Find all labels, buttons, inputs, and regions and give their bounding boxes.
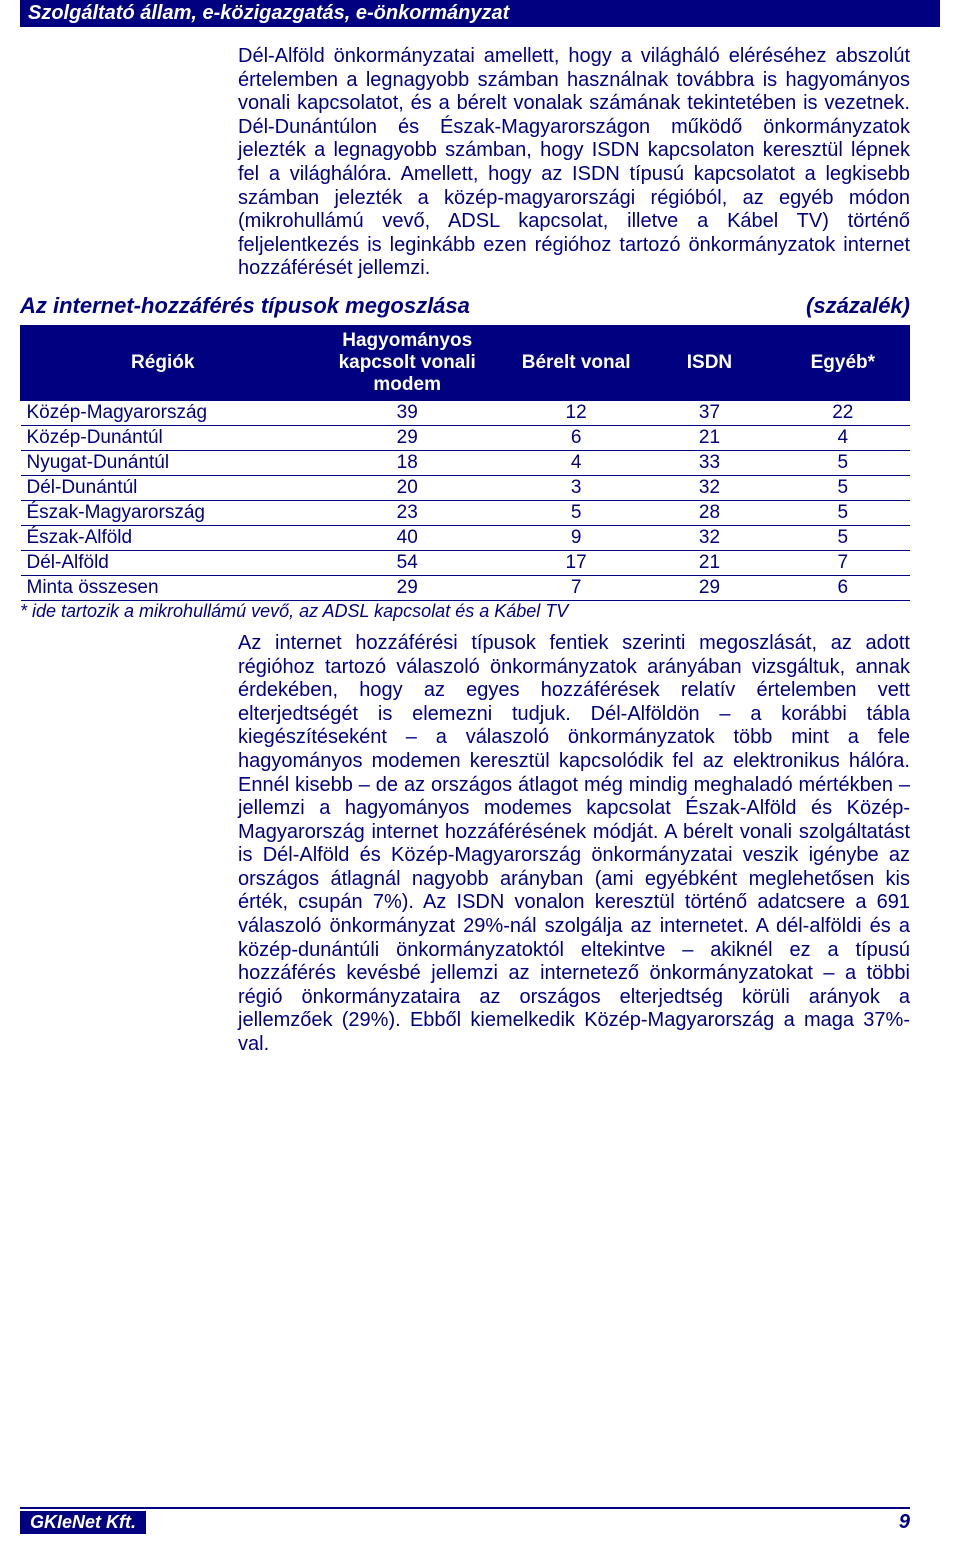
table-row: Nyugat-Dunántúl 18 4 33 5 <box>21 450 910 475</box>
cell-val: 5 <box>776 450 909 475</box>
cell-val: 9 <box>509 525 642 550</box>
table-row: Minta összesen 29 7 29 6 <box>21 575 910 600</box>
cell-region: Észak-Alföld <box>21 525 305 550</box>
cell-val: 5 <box>776 525 909 550</box>
cell-region: Minta összesen <box>21 575 305 600</box>
cell-val: 32 <box>643 525 776 550</box>
table-row: Közép-Dunántúl 29 6 21 4 <box>21 425 910 450</box>
cell-val: 29 <box>305 575 509 600</box>
col-regiok: Régiók <box>21 325 305 400</box>
table-row: Észak-Magyarország 23 5 28 5 <box>21 500 910 525</box>
cell-region: Nyugat-Dunántúl <box>21 450 305 475</box>
cell-region: Észak-Magyarország <box>21 500 305 525</box>
cell-val: 37 <box>643 400 776 425</box>
table-row: Dél-Alföld 54 17 21 7 <box>21 550 910 575</box>
cell-val: 4 <box>509 450 642 475</box>
cell-val: 5 <box>509 500 642 525</box>
page-number: 9 <box>899 1511 910 1534</box>
cell-region: Közép-Magyarország <box>21 400 305 425</box>
col-egyeb: Egyéb* <box>776 325 909 400</box>
intro-paragraph: Dél-Alföld önkormányzatai amellett, hogy… <box>238 45 910 281</box>
region-table: Régiók Hagyományos kapcsolt vonali modem… <box>20 325 910 601</box>
section-title-text: Az internet-hozzáférés típusok megoszlás… <box>20 293 470 319</box>
cell-val: 6 <box>509 425 642 450</box>
cell-val: 18 <box>305 450 509 475</box>
table-footnote: * ide tartozik a mikrohullámú vevő, az A… <box>20 601 960 622</box>
cell-val: 22 <box>776 400 909 425</box>
table-row: Dél-Dunántúl 20 3 32 5 <box>21 475 910 500</box>
cell-val: 28 <box>643 500 776 525</box>
section-heading-row: Az internet-hozzáférés típusok megoszlás… <box>20 293 910 319</box>
cell-val: 32 <box>643 475 776 500</box>
footer-rule <box>20 1507 910 1509</box>
cell-val: 39 <box>305 400 509 425</box>
cell-region: Dél-Dunántúl <box>21 475 305 500</box>
cell-val: 4 <box>776 425 909 450</box>
table-row: Észak-Alföld 40 9 32 5 <box>21 525 910 550</box>
page-header-bar: Szolgáltató állam, e-közigazgatás, e-önk… <box>20 0 940 27</box>
cell-val: 21 <box>643 425 776 450</box>
cell-val: 17 <box>509 550 642 575</box>
cell-val: 54 <box>305 550 509 575</box>
cell-val: 29 <box>305 425 509 450</box>
cell-val: 7 <box>509 575 642 600</box>
cell-val: 29 <box>643 575 776 600</box>
cell-val: 5 <box>776 475 909 500</box>
table-header-row: Régiók Hagyományos kapcsolt vonali modem… <box>21 325 910 400</box>
col-modem: Hagyományos kapcsolt vonali modem <box>305 325 509 400</box>
cell-region: Közép-Dunántúl <box>21 425 305 450</box>
cell-val: 6 <box>776 575 909 600</box>
cell-val: 12 <box>509 400 642 425</box>
col-berelt: Bérelt vonal <box>509 325 642 400</box>
cell-val: 20 <box>305 475 509 500</box>
cell-val: 3 <box>509 475 642 500</box>
analysis-paragraph: Az internet hozzáférési típusok fentiek … <box>238 632 910 1057</box>
cell-val: 40 <box>305 525 509 550</box>
col-isdn: ISDN <box>643 325 776 400</box>
cell-val: 23 <box>305 500 509 525</box>
cell-val: 21 <box>643 550 776 575</box>
table-row: Közép-Magyarország 39 12 37 22 <box>21 400 910 425</box>
page-footer: GKIeNet Kft. 9 <box>20 1507 910 1534</box>
cell-val: 33 <box>643 450 776 475</box>
section-title-right: (százalék) <box>806 293 910 319</box>
cell-val: 5 <box>776 500 909 525</box>
footer-label: GKIeNet Kft. <box>20 1511 146 1534</box>
cell-region: Dél-Alföld <box>21 550 305 575</box>
cell-val: 7 <box>776 550 909 575</box>
